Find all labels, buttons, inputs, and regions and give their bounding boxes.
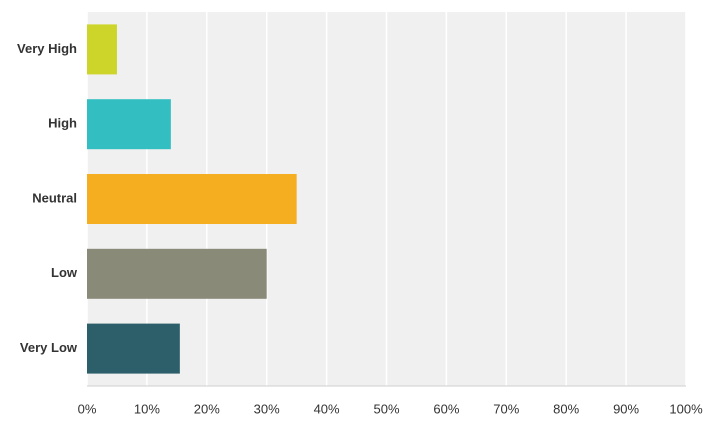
x-tick-label: 80%: [553, 401, 579, 416]
x-tick-label: 60%: [433, 401, 459, 416]
y-tick-label: Very High: [17, 41, 77, 56]
y-tick-label: Low: [51, 265, 78, 280]
x-tick-label: 40%: [314, 401, 340, 416]
x-tick-label: 10%: [134, 401, 160, 416]
bar: [87, 99, 171, 150]
bar: [87, 323, 180, 374]
x-tick-label: 0%: [78, 401, 97, 416]
x-tick-label: 50%: [373, 401, 399, 416]
y-tick-label: Very Low: [20, 340, 78, 355]
x-tick-label: 100%: [669, 401, 703, 416]
bar: [87, 174, 297, 224]
y-tick-label: High: [48, 116, 77, 131]
x-tick-label: 90%: [613, 401, 639, 416]
bar: [87, 24, 117, 75]
y-tick-label: Neutral: [32, 190, 77, 205]
x-tick-label: 70%: [493, 401, 519, 416]
x-tick-label: 30%: [254, 401, 280, 416]
x-tick-label: 20%: [194, 401, 220, 416]
bar: [87, 248, 267, 299]
